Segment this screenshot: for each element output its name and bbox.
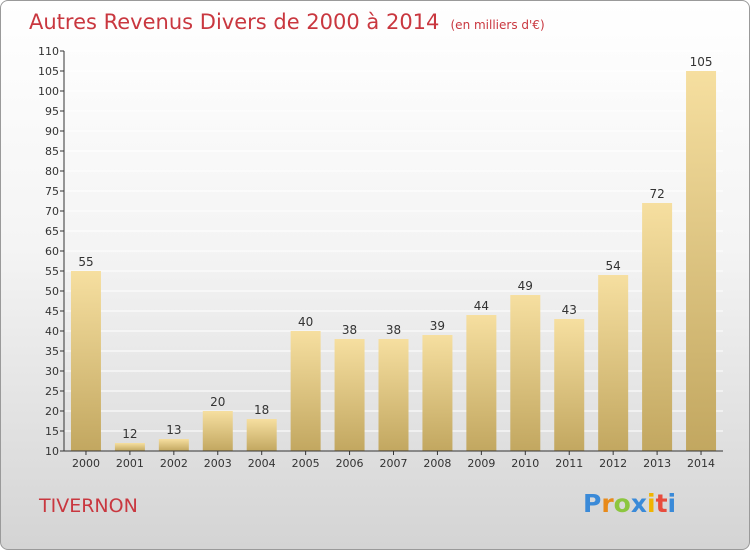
bars [70,71,717,451]
data-label: 49 [518,279,533,293]
bar [114,443,145,451]
bar [290,331,321,451]
data-label: 44 [474,299,489,313]
bar [378,339,409,451]
x-tick-label: 2002 [160,457,188,470]
data-label: 13 [166,423,181,437]
data-label: 54 [606,259,621,273]
x-tick-label: 2013 [643,457,671,470]
y-tick-label: 85 [45,145,59,158]
data-label: 105 [690,55,713,69]
logo-letter: x [630,489,647,518]
bar [246,419,277,451]
y-tick-label: 100 [38,85,59,98]
bar [642,203,673,451]
x-tick-label: 2011 [555,457,583,470]
y-tick-label: 60 [45,245,59,258]
x-tick-label: 2003 [204,457,232,470]
y-tick-label: 25 [45,385,59,398]
x-tick-label: 2006 [336,457,364,470]
logo-letter: t [655,489,668,518]
x-tick-label: 2000 [72,457,100,470]
y-tick-label: 80 [45,165,59,178]
brand-logo: Proxiti [583,489,676,518]
bar [554,319,585,451]
bar [598,275,629,451]
y-tick-label: 30 [45,365,59,378]
y-tick-label: 40 [45,325,59,338]
y-tick-label: 55 [45,265,59,278]
y-tick-label: 45 [45,305,59,318]
y-tick-label: 75 [45,185,59,198]
x-tick-label: 2001 [116,457,144,470]
x-tick-label: 2008 [423,457,451,470]
data-label: 40 [298,315,313,329]
bar [466,315,497,451]
chart-unit: (en milliers d'€) [450,18,545,32]
bar [334,339,365,451]
y-tick-label: 10 [45,445,59,458]
axes: 10 15 20 25 30 35 40 45 50 55 60 65 70 75 80 85 90 95 100 1… [38,45,723,470]
bar [202,411,233,451]
data-label: 43 [562,303,577,317]
x-tick-label: 2012 [599,457,627,470]
logo-letter: o [613,489,631,518]
location-name: TIVERNON [39,495,138,517]
x-tick-label: 2009 [467,457,495,470]
y-tick-label: 65 [45,225,59,238]
x-tick-label: 2010 [511,457,539,470]
title-row: Autres Revenus Divers de 2000 à 2014 (en… [29,10,545,34]
data-label: 55 [78,255,93,269]
logo-letter: r [601,489,614,518]
logo-letter: i [667,489,677,518]
logo-letter: P [583,489,602,518]
y-tick-label: 105 [38,65,59,78]
data-labels: 55 12 13 20 18 40 38 38 39 44 49 43 54 72 105 [78,55,712,441]
x-tick-label: 2004 [248,457,276,470]
bar [686,71,717,451]
chart-title: Autres Revenus Divers de 2000 à 2014 [29,10,440,34]
bar [70,271,101,451]
bar [422,335,453,451]
data-label: 72 [649,187,664,201]
y-tick-label: 50 [45,285,59,298]
data-label: 12 [122,427,137,441]
y-tick-label: 20 [45,405,59,418]
y-tick-label: 15 [45,425,59,438]
bar [510,295,541,451]
data-label: 38 [386,323,401,337]
y-tick-label: 90 [45,125,59,138]
logo-letter: i [647,489,656,518]
y-tick-label: 110 [38,45,59,58]
y-tick-label: 35 [45,345,59,358]
y-tick-label: 70 [45,205,59,218]
y-tick-label: 95 [45,105,59,118]
x-tick-label: 2007 [380,457,408,470]
data-label: 18 [254,403,269,417]
x-tick-label: 2005 [292,457,320,470]
data-label: 39 [430,319,445,333]
data-label: 20 [210,395,225,409]
data-label: 38 [342,323,357,337]
x-tick-label: 2014 [687,457,715,470]
bar [158,439,189,451]
